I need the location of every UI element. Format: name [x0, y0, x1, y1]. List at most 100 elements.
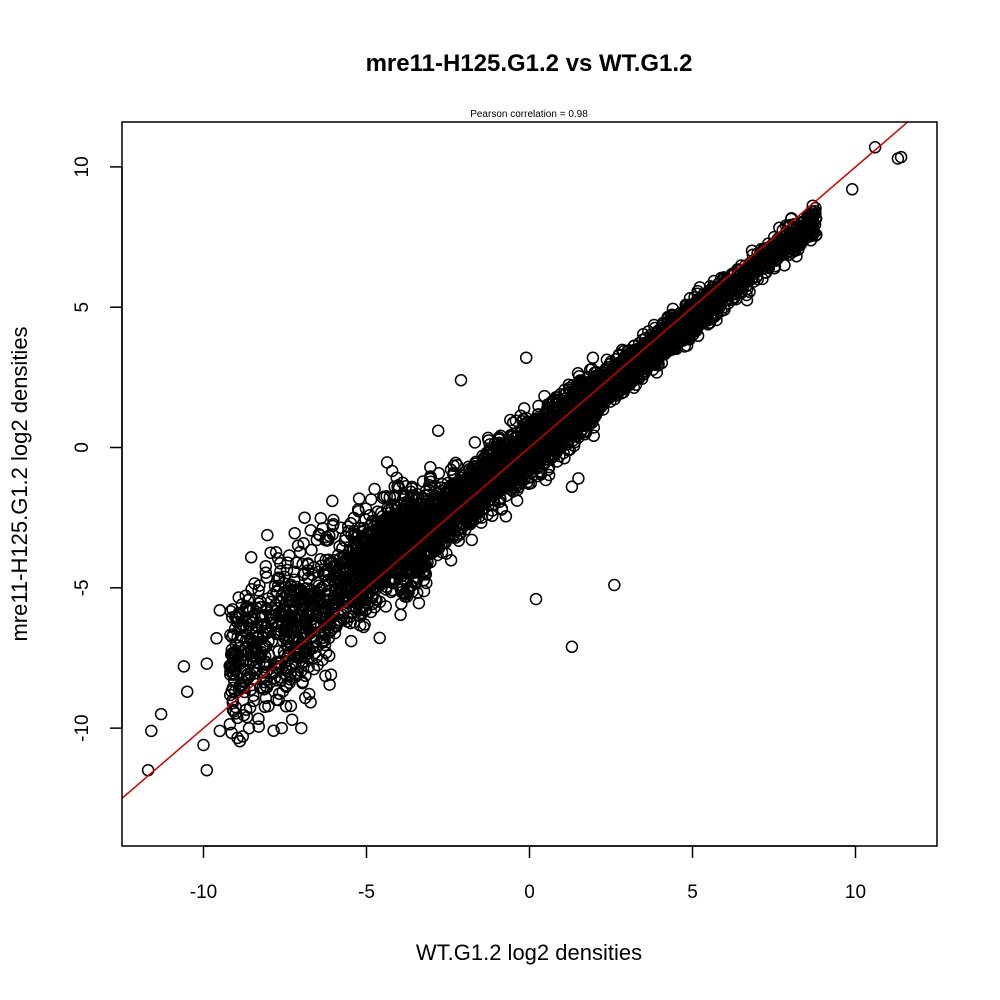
- data-point: [291, 539, 305, 552]
- data-point: [285, 713, 299, 726]
- data-point: [520, 411, 533, 425]
- data-point: [448, 503, 461, 516]
- data-point: [241, 646, 254, 659]
- data-point: [391, 480, 404, 493]
- data-point: [379, 561, 392, 575]
- data-point: [342, 593, 355, 607]
- data-point: [252, 720, 265, 733]
- chart-subtitle: Pearson correlation = 0.98: [470, 109, 588, 120]
- data-point: [431, 520, 444, 534]
- data-point: [245, 582, 258, 596]
- data-point: [262, 699, 275, 713]
- data-point: [344, 634, 358, 648]
- data-point: [373, 631, 386, 645]
- data-point: [443, 513, 456, 526]
- data-point: [233, 621, 246, 634]
- data-point: [758, 248, 771, 262]
- data-point: [233, 634, 247, 647]
- data-point: [314, 553, 327, 566]
- data-point: [400, 590, 414, 603]
- data-point: [522, 477, 536, 490]
- data-point: [284, 578, 297, 591]
- data-point: [252, 584, 265, 597]
- data-point: [236, 730, 250, 743]
- data-point: [278, 570, 291, 584]
- data-point: [543, 427, 556, 440]
- data-point: [257, 683, 271, 696]
- data-point: [759, 255, 772, 268]
- data-point: [772, 248, 785, 261]
- data-point: [393, 521, 407, 535]
- data-point: [394, 525, 407, 538]
- data-point: [261, 528, 274, 542]
- data-point: [344, 616, 357, 630]
- data-point: [260, 626, 274, 640]
- data-point: [424, 475, 437, 489]
- data-point: [468, 436, 482, 449]
- data-point: [570, 430, 583, 443]
- data-point: [288, 526, 301, 540]
- data-point: [247, 694, 261, 708]
- data-point: [322, 649, 336, 662]
- data-point: [244, 683, 257, 696]
- data-point: [333, 540, 346, 553]
- data-point: [319, 533, 332, 547]
- data-point: [534, 468, 548, 481]
- data-point: [585, 362, 599, 376]
- data-point: [790, 230, 804, 244]
- data-point: [306, 612, 320, 626]
- data-point: [315, 611, 328, 624]
- data-point: [380, 456, 394, 469]
- data-point: [223, 717, 237, 731]
- data-point: [405, 562, 418, 575]
- points-layer: [141, 141, 908, 777]
- data-point: [302, 687, 316, 701]
- data-point: [227, 668, 240, 681]
- data-point: [416, 475, 430, 488]
- data-point: [290, 580, 303, 594]
- data-point: [238, 685, 251, 699]
- data-point: [405, 566, 418, 580]
- data-point: [305, 543, 318, 557]
- data-point: [243, 701, 257, 715]
- data-point: [326, 600, 340, 614]
- data-point: [637, 360, 650, 373]
- data-point: [307, 662, 321, 676]
- data-point: [316, 653, 329, 667]
- data-point: [340, 595, 353, 609]
- data-point: [297, 537, 310, 550]
- data-point: [368, 482, 381, 496]
- data-point: [242, 722, 256, 735]
- data-point: [330, 616, 343, 629]
- data-point: [561, 443, 575, 457]
- data-point: [352, 492, 366, 505]
- data-point: [526, 423, 539, 436]
- data-point: [465, 492, 478, 506]
- data-point: [568, 401, 582, 415]
- data-point: [228, 685, 242, 698]
- data-point: [449, 456, 462, 470]
- data-point: [259, 566, 273, 579]
- data-point: [367, 520, 380, 534]
- data-point: [352, 561, 365, 574]
- data-point: [481, 431, 495, 445]
- data-point: [368, 601, 381, 614]
- data-point: [560, 401, 573, 414]
- data-point: [417, 584, 431, 598]
- data-point: [225, 726, 238, 740]
- data-point: [294, 609, 308, 622]
- data-point: [240, 671, 254, 685]
- data-point: [279, 700, 293, 713]
- data-point: [740, 288, 753, 302]
- data-point: [326, 494, 339, 508]
- data-point: [260, 601, 273, 615]
- data-point: [269, 546, 283, 559]
- data-point: [573, 374, 587, 387]
- data-point: [260, 571, 273, 584]
- data-point: [320, 598, 334, 612]
- data-point: [291, 648, 305, 661]
- data-point: [418, 489, 432, 502]
- data-point: [337, 613, 350, 626]
